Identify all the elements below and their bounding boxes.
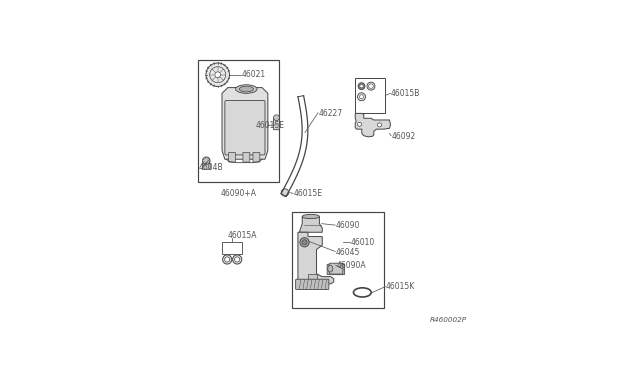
- Text: 46015K: 46015K: [386, 282, 415, 291]
- Text: 46015B: 46015B: [391, 89, 420, 98]
- Circle shape: [202, 157, 210, 164]
- Circle shape: [273, 115, 279, 121]
- Text: 46227: 46227: [319, 109, 342, 118]
- Circle shape: [378, 123, 381, 127]
- Polygon shape: [298, 232, 333, 284]
- Bar: [222, 242, 242, 254]
- Ellipse shape: [236, 85, 257, 93]
- Circle shape: [360, 95, 364, 99]
- Text: 46015E: 46015E: [294, 189, 323, 198]
- Polygon shape: [222, 87, 268, 159]
- Text: 46092: 46092: [392, 132, 416, 141]
- Circle shape: [206, 63, 230, 86]
- Circle shape: [358, 122, 362, 126]
- Text: 46090+A: 46090+A: [221, 189, 257, 198]
- FancyBboxPatch shape: [327, 264, 344, 275]
- Bar: [292, 212, 384, 308]
- Text: R460002P: R460002P: [430, 317, 467, 323]
- Circle shape: [302, 240, 307, 245]
- Circle shape: [360, 84, 364, 88]
- Text: 46021: 46021: [242, 70, 266, 79]
- Ellipse shape: [239, 86, 253, 92]
- FancyBboxPatch shape: [273, 118, 279, 130]
- Circle shape: [358, 93, 365, 101]
- Bar: [198, 60, 279, 182]
- Polygon shape: [308, 274, 317, 281]
- FancyBboxPatch shape: [225, 100, 265, 155]
- Circle shape: [281, 189, 289, 196]
- Ellipse shape: [302, 214, 319, 219]
- FancyBboxPatch shape: [253, 153, 260, 162]
- Circle shape: [369, 84, 373, 89]
- Text: 46090: 46090: [336, 221, 360, 230]
- Text: 46015A: 46015A: [227, 231, 257, 240]
- FancyBboxPatch shape: [202, 163, 211, 169]
- Circle shape: [232, 255, 242, 264]
- Polygon shape: [355, 113, 390, 137]
- Circle shape: [337, 267, 343, 272]
- Text: 46015E: 46015E: [256, 121, 285, 130]
- Circle shape: [358, 83, 365, 90]
- Text: 46010: 46010: [351, 238, 375, 247]
- Text: 46090A: 46090A: [336, 261, 366, 270]
- Circle shape: [367, 82, 375, 90]
- FancyBboxPatch shape: [296, 279, 329, 289]
- Circle shape: [223, 255, 232, 264]
- Text: 4604B: 4604B: [198, 163, 223, 172]
- FancyBboxPatch shape: [329, 263, 343, 274]
- Ellipse shape: [328, 265, 333, 272]
- Polygon shape: [300, 217, 323, 232]
- Text: 46045: 46045: [336, 247, 360, 257]
- Circle shape: [225, 257, 230, 262]
- FancyBboxPatch shape: [228, 153, 236, 162]
- Bar: [355, 78, 385, 113]
- Circle shape: [215, 72, 221, 78]
- Circle shape: [300, 238, 309, 247]
- Circle shape: [235, 257, 240, 262]
- FancyBboxPatch shape: [243, 153, 250, 162]
